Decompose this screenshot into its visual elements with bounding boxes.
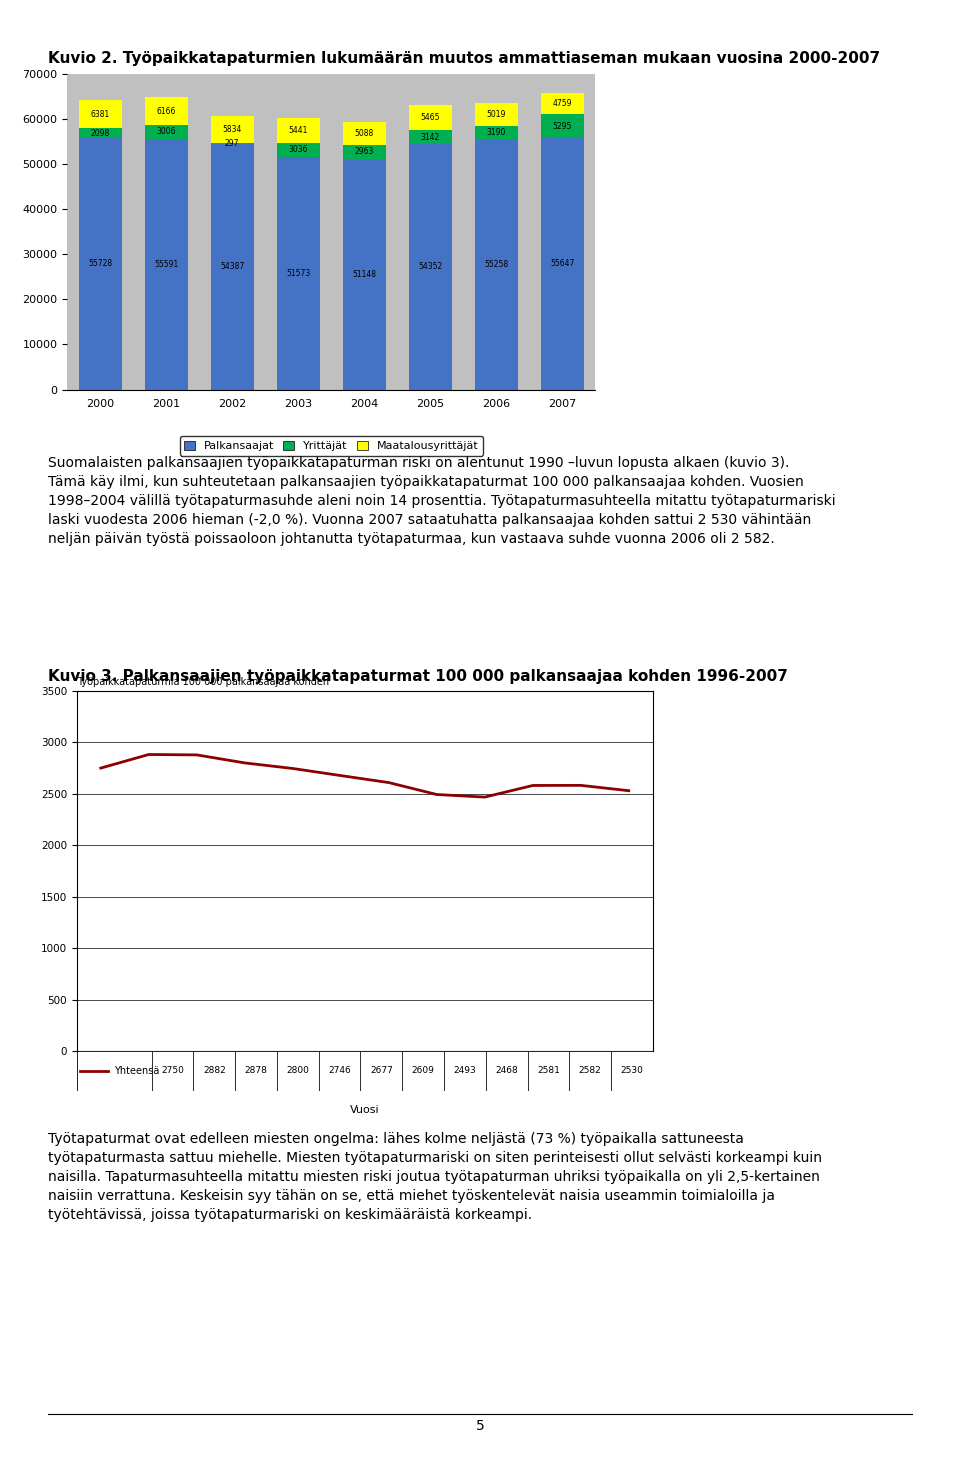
Bar [475, 140, 517, 390]
Bar [276, 143, 320, 157]
Text: 5: 5 [475, 1419, 485, 1433]
Text: Työtapaturmat ovat edelleen miesten ongelma: lähes kolme neljästä (73 %) työpaik: Työtapaturmat ovat edelleen miesten onge… [48, 1132, 822, 1222]
Text: 55728: 55728 [88, 259, 112, 268]
Text: 4759: 4759 [552, 98, 572, 109]
Text: Työpaikkatapaturmia 100 000 palkansaajaa kohden: Työpaikkatapaturmia 100 000 palkansaajaa… [77, 678, 329, 688]
Text: 55647: 55647 [550, 259, 574, 269]
Bar [145, 97, 187, 125]
Text: Vuosi: Vuosi [350, 1105, 379, 1116]
Text: 55591: 55591 [154, 260, 179, 269]
Bar [409, 144, 451, 390]
Bar [569, 1051, 611, 1091]
Text: 51573: 51573 [286, 269, 310, 278]
Bar [475, 125, 517, 140]
Bar [77, 1051, 152, 1091]
Text: Kuvio 2. Työpaikkatapaturmien lukumäärän muutos ammattiaseman mukaan vuosina 200: Kuvio 2. Työpaikkatapaturmien lukumäärän… [48, 51, 880, 66]
Text: 51148: 51148 [352, 269, 376, 279]
FancyBboxPatch shape [77, 1051, 653, 1091]
Bar [540, 93, 584, 115]
Bar [276, 157, 320, 390]
Bar [79, 128, 122, 138]
Bar [211, 116, 253, 143]
Text: 2677: 2677 [370, 1066, 393, 1076]
Text: 6381: 6381 [90, 110, 109, 119]
Text: 3190: 3190 [487, 128, 506, 137]
Bar [152, 1051, 193, 1091]
Text: 3006: 3006 [156, 128, 176, 137]
Bar [361, 1051, 402, 1091]
Text: 54387: 54387 [220, 262, 245, 272]
Text: 3036: 3036 [288, 146, 308, 154]
Text: 5088: 5088 [354, 129, 373, 138]
Bar [540, 138, 584, 390]
Text: 5834: 5834 [223, 125, 242, 134]
Bar [528, 1051, 569, 1091]
Text: 2878: 2878 [245, 1066, 268, 1076]
Bar [79, 138, 122, 390]
Text: 5465: 5465 [420, 113, 440, 122]
Text: Yhteensä: Yhteensä [114, 1066, 159, 1076]
Text: 2800: 2800 [286, 1066, 309, 1076]
Bar [193, 1051, 235, 1091]
Text: 2582: 2582 [579, 1066, 602, 1076]
Text: 2493: 2493 [453, 1066, 476, 1076]
Text: 2468: 2468 [495, 1066, 518, 1076]
Bar [486, 1051, 528, 1091]
Text: 5295: 5295 [553, 122, 572, 131]
Bar [79, 100, 122, 128]
Bar [145, 138, 187, 390]
Text: 2882: 2882 [203, 1066, 226, 1076]
Bar [319, 1051, 360, 1091]
Text: 5019: 5019 [487, 110, 506, 119]
Bar [343, 146, 386, 159]
Text: 2098: 2098 [90, 129, 109, 138]
Text: 2750: 2750 [161, 1066, 184, 1076]
Bar [475, 103, 517, 125]
Bar [444, 1051, 486, 1091]
Legend: Palkansaajat, Yrittäjät, Maatalousyrittäjät: Palkansaajat, Yrittäjät, Maatalousyrittä… [180, 437, 483, 456]
Text: 55258: 55258 [484, 260, 508, 269]
Bar [211, 144, 253, 390]
Bar [276, 119, 320, 143]
Text: 3142: 3142 [420, 132, 440, 141]
Bar [540, 115, 584, 138]
Bar [409, 129, 451, 144]
Bar [343, 122, 386, 146]
Text: 2530: 2530 [620, 1066, 643, 1076]
Text: Kuvio 3. Palkansaajien työpaikkatapaturmat 100 000 palkansaajaa kohden 1996-2007: Kuvio 3. Palkansaajien työpaikkatapaturm… [48, 669, 788, 684]
Text: 5441: 5441 [289, 126, 308, 135]
Text: 54352: 54352 [418, 262, 443, 272]
Text: 2581: 2581 [537, 1066, 560, 1076]
Bar [343, 159, 386, 390]
Text: Suomalaisten palkansaajien työpaikkatapaturman riski on alentunut 1990 –luvun lo: Suomalaisten palkansaajien työpaikkatapa… [48, 456, 835, 545]
Text: 297: 297 [225, 138, 239, 148]
Bar [611, 1051, 653, 1091]
Bar [235, 1051, 276, 1091]
Bar [409, 106, 451, 129]
Bar [402, 1051, 444, 1091]
Text: 2609: 2609 [412, 1066, 435, 1076]
Text: 6166: 6166 [156, 106, 176, 116]
Bar [145, 125, 187, 138]
Bar [276, 1051, 319, 1091]
Text: 2963: 2963 [354, 147, 373, 156]
Text: 2746: 2746 [328, 1066, 351, 1076]
